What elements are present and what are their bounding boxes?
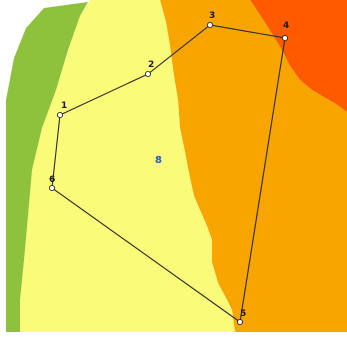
vertex-marker-2[interactable]: 2 [144, 60, 154, 78]
vertex-label-3: 3 [209, 11, 215, 21]
zone-orange [160, 0, 347, 332]
vertex-label-5: 5 [240, 309, 246, 319]
vertex-label-4: 4 [283, 21, 289, 31]
zone-light-yellow [20, 0, 235, 332]
vertex-marker-1[interactable]: 1 [56, 101, 67, 119]
vertex-label-1: 1 [61, 101, 67, 111]
vertex-marker-4[interactable]: 4 [281, 21, 289, 42]
vertex-label-6: 6 [49, 175, 55, 185]
vertex-marker-6[interactable]: 6 [48, 175, 55, 192]
zone-green [6, 2, 88, 332]
vertex-marker-3[interactable]: 3 [206, 11, 215, 29]
vertex-label-2: 2 [148, 60, 154, 70]
zone-label: 8 [155, 155, 162, 166]
zone-red-orange [250, 0, 347, 112]
vertex-marker-5[interactable]: 5 [236, 309, 246, 326]
